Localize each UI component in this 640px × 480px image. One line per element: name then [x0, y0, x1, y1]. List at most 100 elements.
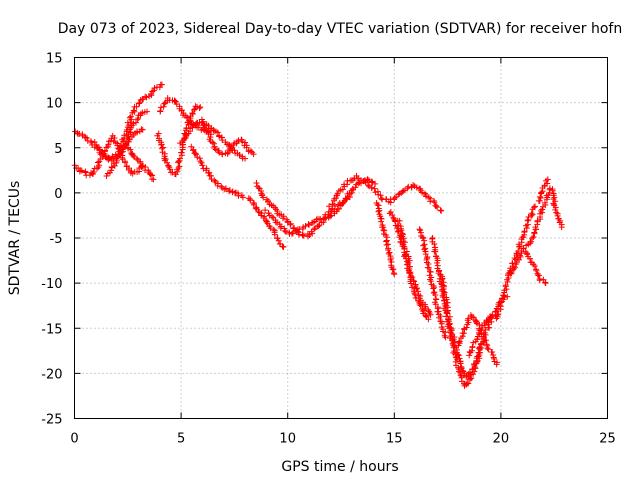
data-point [455, 339, 462, 346]
data-point [431, 240, 438, 247]
data-point [305, 221, 312, 228]
data-point [125, 122, 132, 129]
data-point [205, 130, 212, 137]
data-point [193, 151, 200, 158]
data-point [482, 337, 489, 344]
y-tick-label: -20 [41, 367, 62, 382]
data-point [83, 135, 90, 142]
data-point [91, 138, 98, 145]
data-point [191, 106, 198, 113]
data-point [287, 221, 294, 228]
data-point [398, 227, 405, 234]
data-point [306, 231, 313, 238]
data-point [444, 310, 451, 317]
data-point [105, 141, 112, 148]
data-point [494, 312, 501, 319]
data-point [405, 259, 412, 266]
data-point [263, 196, 270, 203]
data-point [121, 132, 128, 139]
data-point [408, 272, 415, 279]
data-point [437, 207, 444, 214]
data-point [421, 241, 428, 248]
y-tick-label: -15 [41, 322, 62, 337]
data-point [255, 208, 262, 215]
data-point [96, 158, 103, 165]
data-point [250, 201, 257, 208]
data-point [270, 226, 277, 233]
data-point [416, 226, 423, 233]
data-point [441, 291, 448, 298]
data-point [432, 291, 439, 298]
data-point [159, 145, 166, 152]
ticks: 0 5 10 15 20 25 -25 -20 -15 -10 -5 0 5 10 15 [41, 52, 616, 447]
data-point [401, 245, 408, 252]
data-point [554, 212, 561, 219]
data-point [219, 137, 226, 144]
data-point [486, 324, 493, 331]
data-point [137, 110, 144, 117]
series-arc-1 [71, 132, 146, 179]
data-point [147, 171, 154, 178]
data-point [527, 238, 534, 245]
data-point [541, 199, 548, 206]
data-point [442, 334, 449, 341]
data-point [502, 282, 509, 289]
y-axis-label: SDTVAR / TECUs [7, 181, 23, 296]
data-point [210, 126, 217, 133]
data-point [503, 286, 510, 293]
series-arc-11 [245, 195, 287, 251]
data-point [235, 192, 242, 199]
data-point [511, 265, 518, 272]
data-point [524, 217, 531, 224]
data-point [196, 155, 203, 162]
data-point [196, 105, 203, 112]
data-point [456, 355, 463, 362]
data-point [192, 150, 199, 157]
data-points [71, 81, 565, 389]
data-point [116, 143, 123, 150]
data-point [403, 248, 410, 255]
data-point [391, 194, 398, 201]
data-point [335, 201, 342, 208]
data-point [320, 215, 327, 222]
data-point [430, 284, 437, 291]
x-tick-label: 0 [70, 432, 78, 447]
data-point [433, 259, 440, 266]
data-point [532, 203, 539, 210]
data-point [137, 160, 144, 167]
data-point [111, 134, 118, 141]
data-point [164, 159, 171, 166]
data-point [93, 165, 100, 172]
data-point [82, 169, 89, 176]
data-point [549, 187, 556, 194]
y-tick-label: 0 [54, 187, 62, 202]
data-point [431, 248, 438, 255]
data-point [289, 230, 296, 237]
data-point [463, 324, 470, 331]
data-point [161, 100, 168, 107]
data-point [512, 264, 519, 271]
data-point [139, 126, 146, 133]
data-point [386, 249, 393, 256]
data-point [409, 274, 416, 281]
data-point [211, 177, 218, 184]
data-point [441, 332, 448, 339]
data-point [504, 293, 511, 300]
data-point [497, 299, 504, 306]
data-point [181, 135, 188, 142]
data-point [458, 365, 465, 372]
data-point [442, 329, 449, 336]
data-point [352, 184, 359, 191]
data-point [279, 215, 286, 222]
data-point [425, 316, 432, 323]
data-point [484, 345, 491, 352]
data-point [300, 232, 307, 239]
data-point [465, 315, 472, 322]
data-point [517, 253, 524, 260]
data-point [542, 279, 549, 286]
data-point [214, 182, 221, 189]
data-point [476, 344, 483, 351]
data-point [280, 244, 287, 251]
data-point [542, 280, 549, 287]
data-point [127, 113, 134, 120]
